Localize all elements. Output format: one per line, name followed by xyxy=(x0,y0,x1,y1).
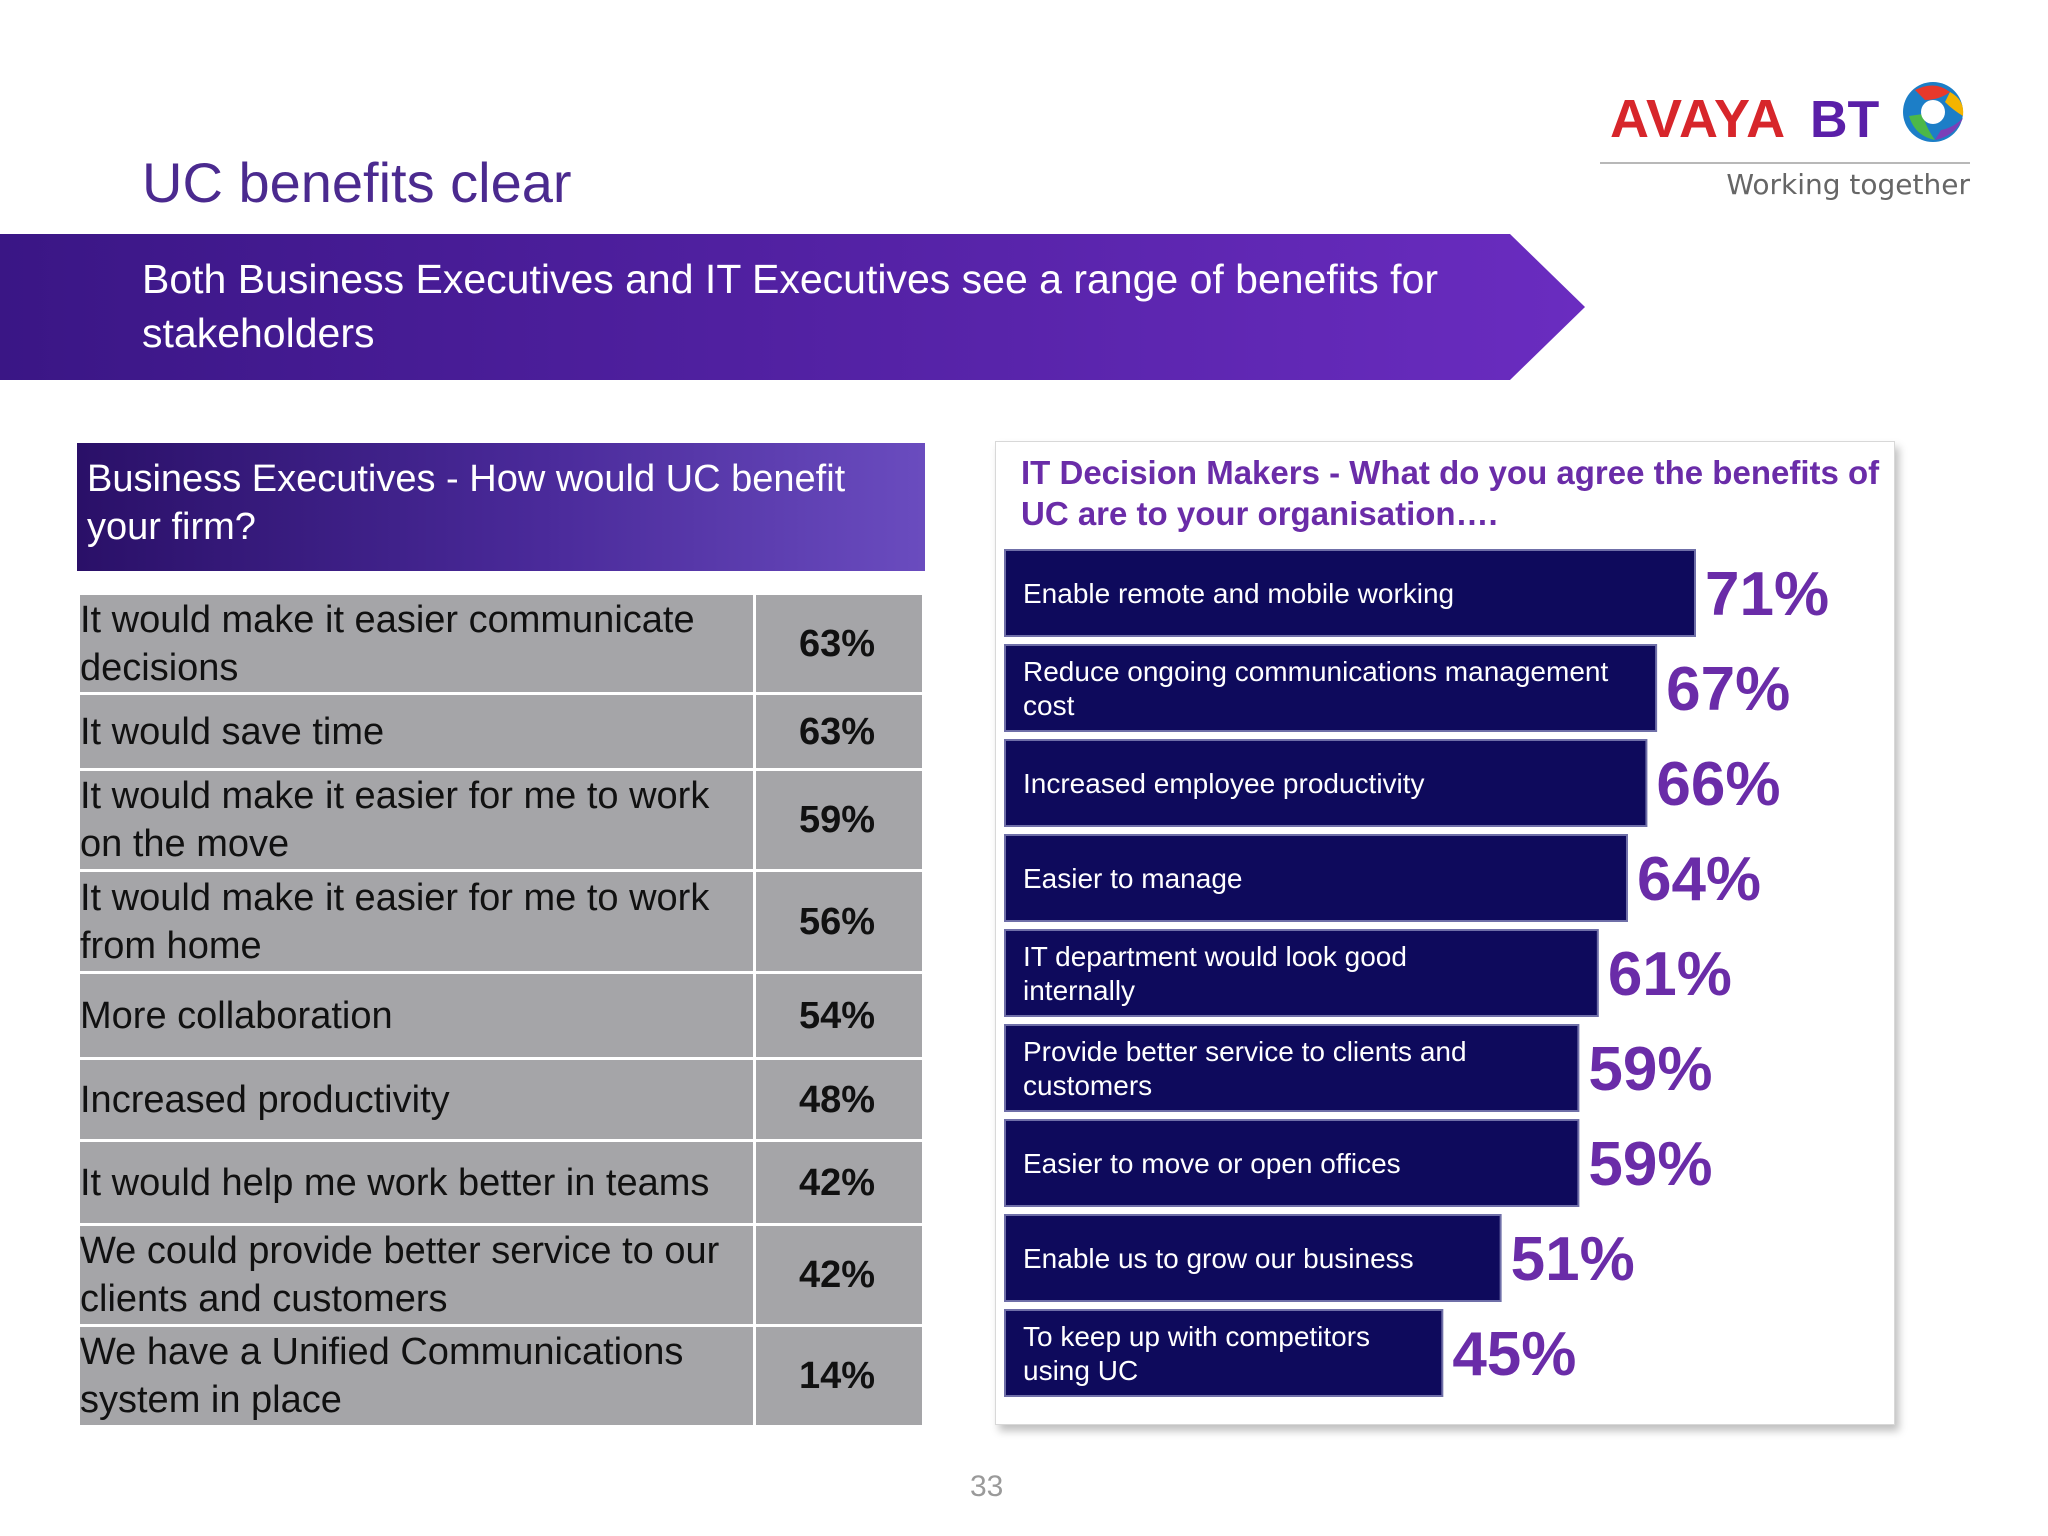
row-label: It would make it easier for me to work f… xyxy=(77,869,756,974)
value-label-7: 51% xyxy=(1511,1225,1635,1294)
banner-text: Both Business Executives and IT Executiv… xyxy=(142,256,1439,356)
row-label: It would save time xyxy=(77,692,756,771)
table-row: It would help me work better in teams 42% xyxy=(77,1139,925,1226)
bar-label-7: Enable us to grow our business xyxy=(1023,1243,1414,1274)
row-label: We have a Unified Communications system … xyxy=(77,1324,756,1428)
bt-logo: BT xyxy=(1810,91,1880,149)
bar-label-0: Enable remote and mobile working xyxy=(1023,578,1454,609)
bar-label-6: Easier to move or open offices xyxy=(1023,1148,1401,1179)
bar-2 xyxy=(1004,739,1648,827)
bar-3 xyxy=(1004,834,1628,922)
bar-0 xyxy=(1004,549,1696,637)
value-label-6: 59% xyxy=(1588,1130,1712,1199)
page-title: UC benefits clear xyxy=(142,151,572,214)
row-label: It would make it easier communicate deci… xyxy=(77,592,756,695)
bar-6 xyxy=(1004,1119,1580,1207)
row-value: 54% xyxy=(753,971,925,1060)
value-label-4: 61% xyxy=(1608,940,1732,1009)
row-label: It would help me work better in teams xyxy=(77,1139,756,1226)
table-row: More collaboration 54% xyxy=(77,971,925,1060)
row-label: More collaboration xyxy=(77,971,756,1060)
avaya-logo: AVAYA xyxy=(1610,89,1787,149)
value-label-1: 67% xyxy=(1666,655,1790,724)
banner-arrow xyxy=(0,234,1585,380)
bar-7 xyxy=(1004,1214,1502,1302)
brand-logo: AVAYA BT Working together xyxy=(1600,60,1980,210)
chart-title: IT Decision Makers - What do you agree t… xyxy=(1021,454,1880,532)
row-label: Increased productivity xyxy=(77,1057,756,1142)
table-row: It would make it easier communicate deci… xyxy=(77,592,925,695)
bar-label-2: Increased employee productivity xyxy=(1023,768,1425,799)
value-label-5: 59% xyxy=(1588,1035,1712,1104)
row-value: 56% xyxy=(753,869,925,974)
table-row: Increased productivity 48% xyxy=(77,1057,925,1142)
logo-tagline: Working together xyxy=(1726,168,1970,201)
business-benefits-table: It would make it easier communicate deci… xyxy=(77,592,925,1428)
bar-label-1: Reduce ongoing communications management… xyxy=(1023,656,1608,721)
row-value: 14% xyxy=(753,1324,925,1428)
row-label: We could provide better service to our c… xyxy=(77,1223,756,1327)
bar-label-5: Provide better service to clients and cus… xyxy=(1023,1036,1467,1101)
bar-label-4: IT department would look good internally xyxy=(1023,941,1407,1006)
bar-4 xyxy=(1004,929,1599,1017)
table-row: It would make it easier for me to work o… xyxy=(77,768,925,872)
business-table-heading: Business Executives - How would UC benef… xyxy=(77,443,925,571)
row-value: 42% xyxy=(753,1223,925,1327)
row-value: 63% xyxy=(753,592,925,695)
row-value: 59% xyxy=(753,768,925,872)
bar-label-8: To keep up with competitors using UC xyxy=(1023,1321,1370,1386)
row-value: 63% xyxy=(753,692,925,771)
row-value: 48% xyxy=(753,1057,925,1142)
page-number: 33 xyxy=(970,1470,1004,1503)
row-label: It would make it easier for me to work o… xyxy=(77,768,756,872)
bar-1 xyxy=(1004,644,1658,732)
row-value: 42% xyxy=(753,1139,925,1226)
logo-divider xyxy=(1600,162,1970,164)
value-label-8: 45% xyxy=(1452,1320,1576,1389)
table-row: It would save time 63% xyxy=(77,692,925,771)
bt-globe-icon xyxy=(1903,82,1964,142)
bar-label-3: Easier to manage xyxy=(1023,863,1242,894)
value-label-2: 66% xyxy=(1656,750,1780,819)
table-row: We could provide better service to our c… xyxy=(77,1223,925,1327)
value-label-0: 71% xyxy=(1705,560,1829,629)
bar-5 xyxy=(1004,1024,1580,1112)
table-row: We have a Unified Communications system … xyxy=(77,1324,925,1428)
value-label-3: 64% xyxy=(1637,845,1761,914)
table-row: It would make it easier for me to work f… xyxy=(77,869,925,974)
bar-8 xyxy=(1004,1309,1444,1397)
